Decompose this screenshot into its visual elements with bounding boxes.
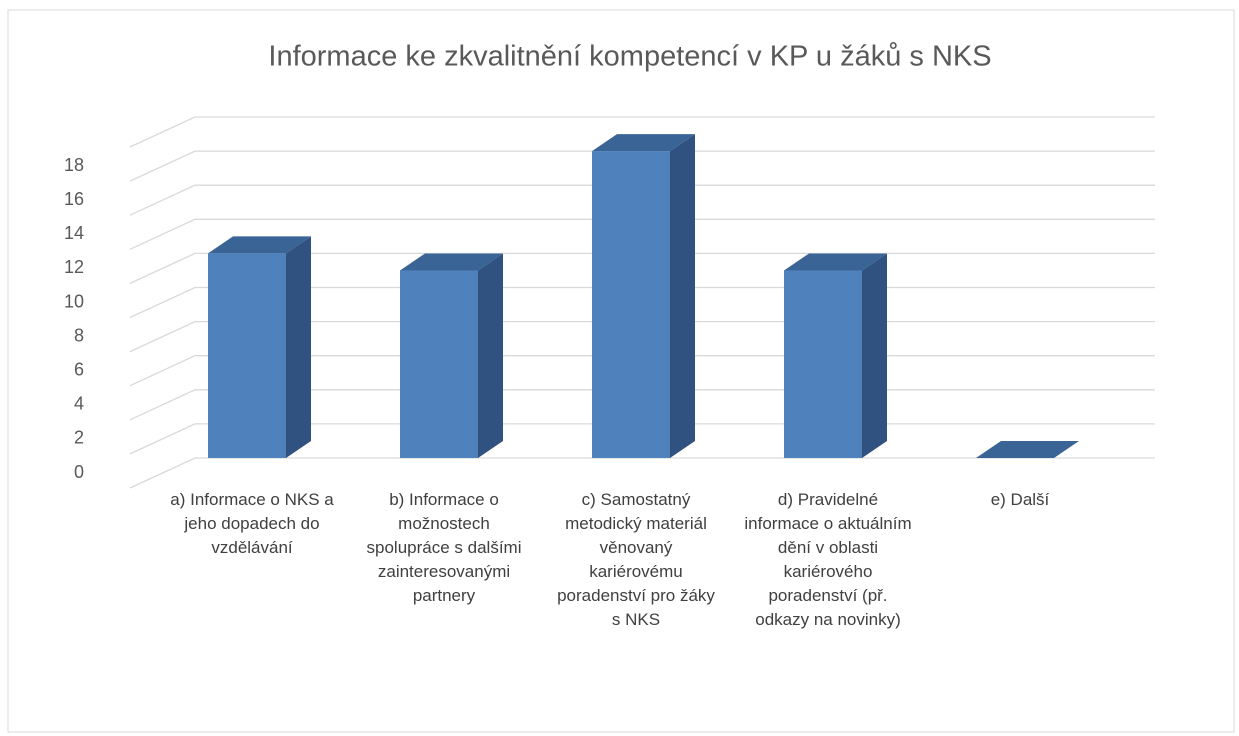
y-tick-label: 16 <box>64 189 84 209</box>
y-tick-label: 2 <box>74 428 84 448</box>
bar <box>592 151 670 458</box>
bar <box>400 270 478 458</box>
bar-top <box>784 253 887 271</box>
bar-side <box>478 253 503 458</box>
x-tick-label: e) Další <box>990 490 1050 509</box>
y-tick-label: 14 <box>64 223 84 243</box>
grid-line <box>129 252 1155 284</box>
y-tick-label: 0 <box>74 462 84 482</box>
bar-side <box>862 253 887 458</box>
y-tick-label: 4 <box>74 394 84 414</box>
bar-side <box>286 236 311 458</box>
bar-top <box>976 441 1079 458</box>
x-tick-label: d) Pravidelné informace o aktuálním dění… <box>744 490 912 629</box>
bar <box>784 270 862 458</box>
grid-line <box>129 457 1155 489</box>
grid-line <box>129 218 1155 250</box>
bar-side <box>670 134 695 458</box>
grid-line <box>129 184 1155 216</box>
bar-top <box>400 253 503 271</box>
x-tick-label: c) Samostatný metodický materiál věnovan… <box>557 490 715 629</box>
y-tick-label: 6 <box>74 359 84 379</box>
y-tick-label: 8 <box>74 325 84 345</box>
bar <box>208 253 286 458</box>
chart-border <box>7 9 1235 733</box>
bar-top <box>208 236 311 254</box>
y-tick-label: 18 <box>64 155 84 175</box>
x-tick-label: b) Informace o možnostech spolupráce s d… <box>366 490 522 605</box>
grid-line <box>129 150 1155 182</box>
x-tick-label: a) Informace o NKS a jeho dopadech do vz… <box>170 490 334 557</box>
grid-line <box>129 116 1155 148</box>
y-tick-label: 10 <box>64 291 84 311</box>
y-tick-label: 12 <box>64 257 84 277</box>
chart-title: Informace ke zkvalitnění kompetencí v KP… <box>268 41 991 73</box>
bar-top <box>592 134 695 152</box>
